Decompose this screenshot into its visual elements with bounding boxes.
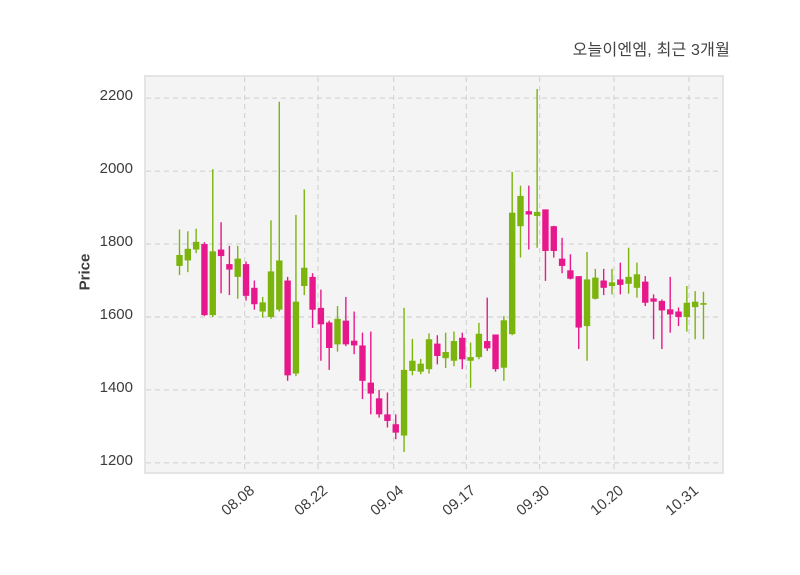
x-tick-label: 08.08: [217, 482, 258, 520]
candle-18: [326, 320, 333, 370]
candle-48: [575, 276, 582, 350]
candle-13: [284, 276, 291, 381]
candle-26: [392, 414, 399, 440]
y-axis-title: Price: [76, 253, 94, 291]
candle-63: [700, 291, 707, 340]
candle-61: [683, 285, 691, 332]
candle-19: [334, 306, 341, 352]
candle-14: [292, 214, 300, 377]
candle-27: [400, 307, 408, 452]
y-tick-label: 1800: [99, 233, 133, 251]
plot-area: [144, 75, 724, 474]
candle-4: [209, 169, 216, 317]
candle-3: [201, 242, 208, 316]
candle-31: [434, 335, 441, 365]
candle-46: [558, 237, 566, 274]
candle-52: [608, 268, 616, 295]
candle-39: [500, 315, 508, 381]
candle-1: [184, 231, 192, 273]
x-tick-label: 08.22: [291, 482, 331, 520]
candle-57: [650, 294, 657, 340]
candle-29: [417, 358, 424, 375]
candle-21: [350, 311, 358, 355]
candle-20: [342, 296, 350, 347]
candle-44: [542, 209, 549, 281]
candle-24: [375, 389, 383, 418]
y-tick-label: 1400: [99, 378, 133, 396]
candlestick-chart: [146, 77, 722, 472]
candle-33: [450, 331, 458, 367]
candle-6: [226, 245, 233, 296]
candle-2: [192, 228, 200, 254]
candle-30: [425, 333, 433, 374]
x-tick-label: 10.20: [587, 482, 627, 520]
y-tick-label: 1200: [99, 451, 133, 469]
candle-32: [442, 332, 449, 369]
candle-7: [234, 245, 241, 299]
candle-62: [691, 291, 699, 340]
y-tick-label: 2200: [99, 87, 133, 105]
candle-25: [384, 392, 391, 428]
candle-56: [642, 276, 649, 307]
candle-59: [667, 276, 674, 333]
candle-17: [317, 289, 325, 361]
candle-51: [600, 268, 607, 296]
x-tick-label: 09.04: [366, 482, 407, 520]
candle-12: [276, 101, 283, 312]
candle-41: [517, 185, 524, 258]
candle-47: [567, 254, 574, 280]
candle-36: [475, 322, 483, 360]
candle-58: [658, 299, 666, 350]
candle-54: [625, 247, 632, 294]
candle-45: [550, 225, 557, 258]
candle-23: [367, 331, 374, 415]
candle-15: [301, 189, 308, 296]
candle-38: [492, 334, 499, 372]
candle-10: [259, 296, 266, 318]
candle-49: [583, 252, 591, 361]
candle-50: [592, 268, 599, 300]
y-tick-label: 1600: [99, 305, 133, 323]
candle-53: [617, 262, 624, 295]
candle-40: [508, 171, 516, 336]
candle-34: [459, 332, 466, 370]
x-tick-label: 09.17: [439, 482, 480, 520]
candle-8: [242, 261, 250, 301]
candle-37: [484, 297, 491, 351]
candle-55: [633, 262, 641, 298]
x-tick-label: 09.30: [512, 482, 553, 520]
candle-35: [467, 342, 474, 388]
y-tick-label: 2000: [99, 160, 133, 178]
candle-60: [675, 307, 682, 327]
candle-9: [251, 280, 258, 310]
candle-5: [217, 222, 225, 294]
chart-title: 오늘이엔엠, 최근 3개월: [572, 42, 730, 59]
x-tick-label: 10.31: [662, 482, 702, 520]
candle-0: [176, 229, 183, 276]
candle-28: [409, 338, 416, 376]
candle-43: [533, 89, 541, 248]
candle-16: [309, 273, 316, 328]
candle-11: [267, 220, 275, 319]
candle-42: [525, 185, 533, 250]
candle-22: [359, 332, 366, 400]
